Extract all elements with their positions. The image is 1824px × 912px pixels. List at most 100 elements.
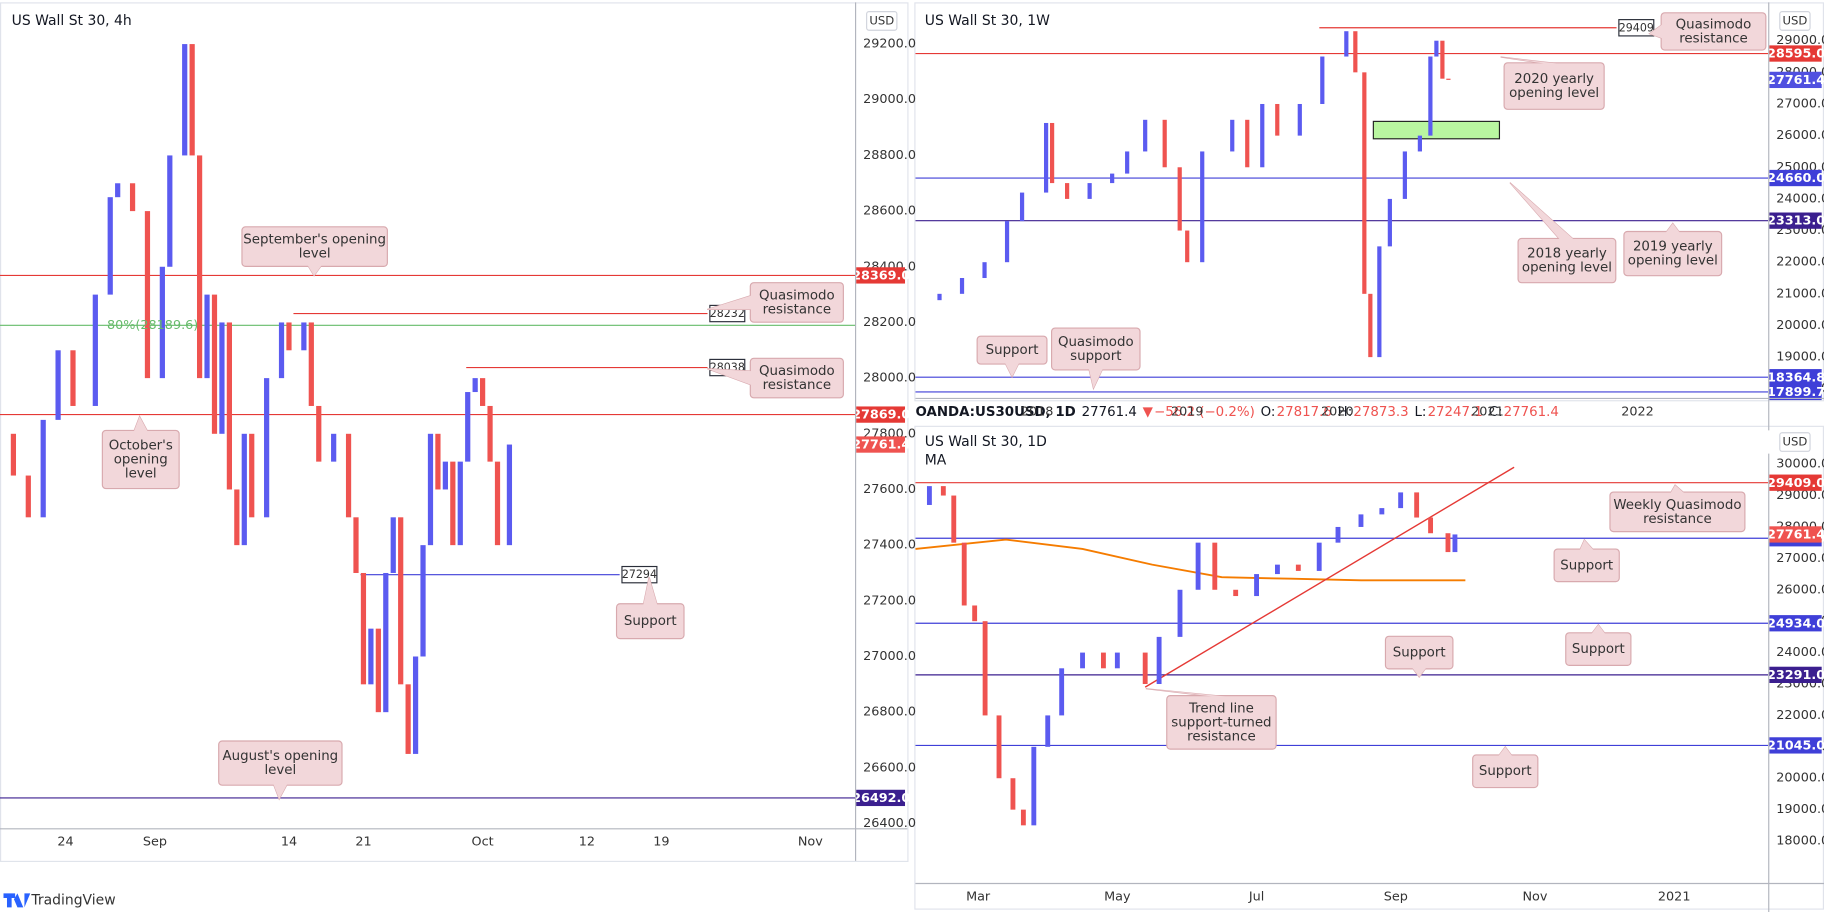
- y-tick-label: 27000.0: [1776, 551, 1824, 566]
- candle: [1414, 492, 1420, 518]
- y-tick-label: 26400.0: [863, 816, 916, 831]
- price-label-box: [1769, 169, 1822, 187]
- candle: [1195, 542, 1201, 590]
- y-tick-label: 22000.0: [1776, 708, 1824, 723]
- candle: [1200, 151, 1205, 263]
- y-tick-label: 26600.0: [863, 760, 916, 775]
- y-tick-label: 22000.0: [1776, 255, 1824, 270]
- candle: [390, 517, 396, 573]
- candle: [1020, 809, 1026, 826]
- candle: [25, 475, 31, 518]
- price-label: 18364.8: [1767, 370, 1824, 385]
- candle: [480, 378, 486, 406]
- plot-area: [0, 44, 855, 799]
- candle: [405, 684, 411, 754]
- header-item: 27817.6: [1277, 405, 1332, 420]
- candle: [301, 322, 307, 351]
- candle: [10, 433, 17, 476]
- candle: [972, 605, 978, 622]
- callout-box: [1166, 695, 1277, 750]
- candle: [264, 378, 270, 518]
- y-tick-label: 27000.0: [863, 649, 916, 664]
- panel-frame: [0, 2, 909, 862]
- y-tick-label: 20000.0: [1776, 771, 1824, 786]
- candle: [182, 44, 188, 156]
- candle: [982, 621, 988, 716]
- y-tick-label: 19000.0: [1776, 350, 1824, 365]
- price-label-box: [856, 406, 906, 423]
- candle: [1177, 589, 1183, 637]
- header-item: 27247.1: [1428, 405, 1483, 420]
- price-label: 27869.0: [852, 408, 910, 423]
- candle: [308, 322, 314, 406]
- callout-text: Trend line: [1188, 701, 1254, 716]
- panel-frame: [914, 2, 1824, 402]
- candle: [1452, 534, 1458, 553]
- price-label-box: [856, 267, 906, 284]
- y-tick-label: 29200.0: [863, 37, 916, 52]
- callout-text: opening level: [1509, 86, 1599, 101]
- price-label: 23291.0: [1767, 668, 1824, 683]
- price-label: 23313.0: [1767, 214, 1824, 229]
- callout-text: August's opening: [223, 749, 339, 764]
- candle: [1402, 151, 1407, 199]
- candle: [1010, 778, 1016, 810]
- candle: [1087, 183, 1092, 199]
- callout-pointer-fill: [1412, 667, 1427, 678]
- candle: [1045, 715, 1051, 747]
- candle: [1260, 103, 1265, 168]
- candle: [144, 211, 151, 379]
- zone: [1372, 120, 1501, 140]
- price-label: 24660.0: [1767, 171, 1824, 186]
- y-tick-label: 27600.0: [863, 482, 916, 497]
- callout-text: support-turned: [1171, 715, 1271, 730]
- candle: [1162, 119, 1167, 168]
- candle: [286, 322, 292, 351]
- candle: [1445, 533, 1451, 553]
- x-tick-label: 2021: [1471, 404, 1504, 419]
- callout-text: Quasimodo: [759, 364, 835, 379]
- candle: [383, 572, 389, 713]
- callout-text: Support: [1572, 642, 1625, 657]
- candle: [450, 461, 456, 546]
- callout-pointer-fill: [1579, 539, 1594, 551]
- candle: [940, 486, 946, 496]
- candle: [1428, 517, 1434, 534]
- price-label: 28595.0: [1767, 47, 1824, 62]
- plot-area: [915, 27, 1769, 393]
- callout: Support: [1472, 745, 1539, 789]
- moving-average: [915, 538, 1466, 582]
- callout-text: 2019 yearly: [1633, 240, 1713, 255]
- candle: [219, 322, 225, 434]
- candle: [1156, 636, 1162, 685]
- y-tick-label: 18000.0: [1776, 834, 1824, 849]
- footer: TradingView: [3, 892, 116, 908]
- callout-text: resistance: [763, 378, 832, 393]
- tag-label: 27294: [622, 568, 657, 581]
- candle: [961, 542, 967, 606]
- currency: USD: [1782, 13, 1807, 27]
- price-label-box: [1769, 474, 1822, 491]
- candle: [1177, 167, 1182, 231]
- callout-text: resistance: [1187, 729, 1256, 744]
- callout-text: Quasimodo: [1676, 17, 1752, 32]
- currency-box: [1779, 432, 1811, 452]
- candle: [189, 44, 195, 156]
- candle: [1049, 122, 1055, 184]
- y-tick-label: 20000.0: [1776, 318, 1824, 333]
- level-text: 80%(28189.6): [107, 318, 198, 333]
- callout-pointer-fill: [1005, 362, 1020, 377]
- callout-text: Weekly Quasimodo: [1613, 498, 1741, 513]
- currency: USD: [869, 13, 894, 27]
- candle: [1353, 31, 1358, 73]
- header-item: L:: [1414, 405, 1426, 420]
- header-item: 27761.4: [1082, 405, 1137, 420]
- candle: [937, 293, 942, 301]
- candle: [316, 405, 322, 462]
- callout-text: 2020 yearly: [1514, 72, 1594, 87]
- callout-pointer-fill: [1591, 624, 1606, 634]
- x-tick-label: 12: [579, 835, 595, 850]
- x-tick-label: Oct: [472, 835, 494, 850]
- x-tick-label: 19: [653, 835, 669, 850]
